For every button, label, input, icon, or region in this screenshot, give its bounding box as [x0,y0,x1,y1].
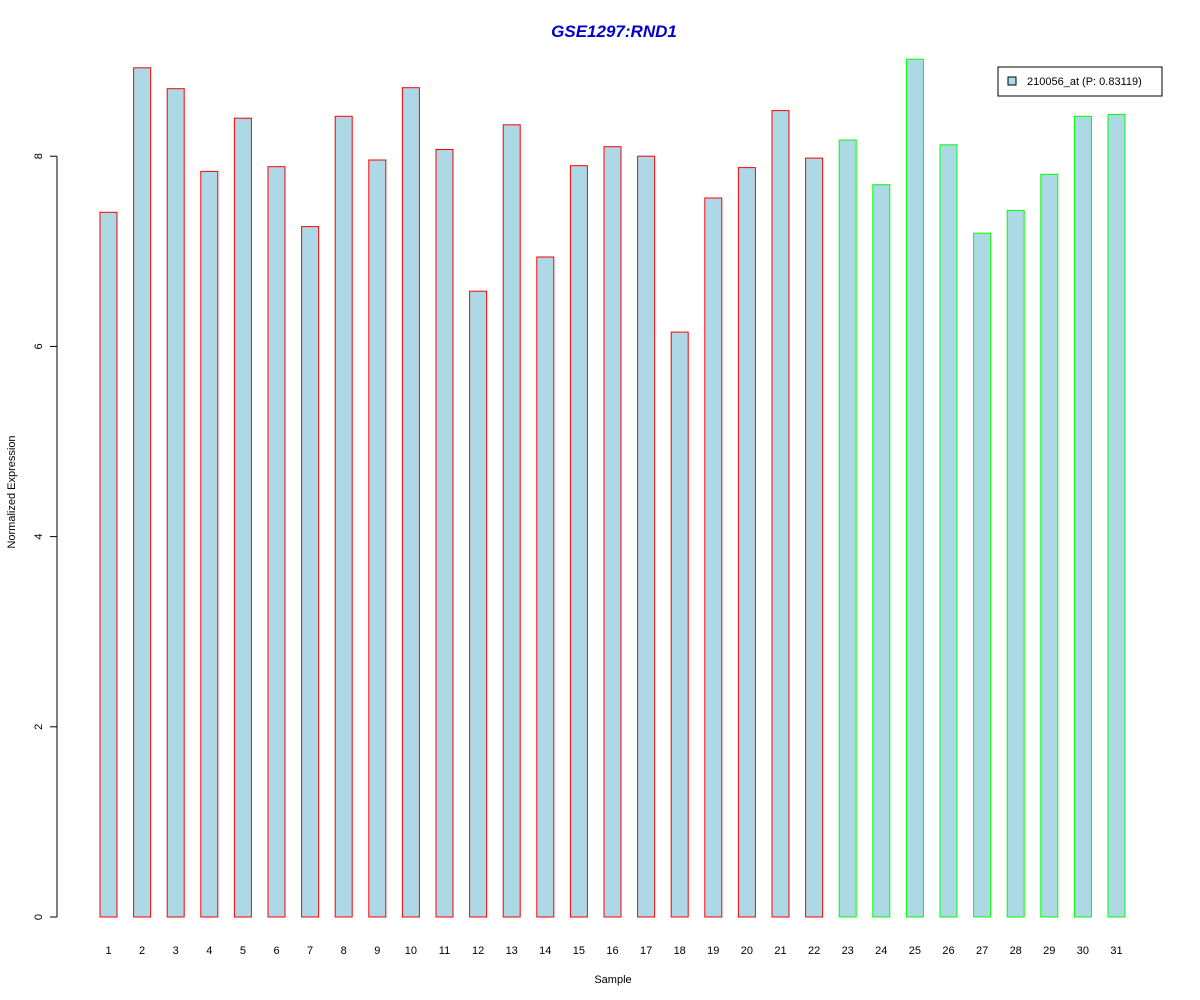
bars-group [99,58,1126,918]
bar-sample-29 [1040,173,1059,918]
bar-sample-17 [637,155,656,918]
legend: 210056_at (P: 0.83119) [997,66,1163,97]
bar-sample-12 [469,290,488,918]
x-tick-label: 8 [341,945,347,957]
bar-sample-18 [670,331,689,918]
x-tick-label: 9 [374,945,380,957]
y-axis: 0 2 4 6 8 [33,153,58,920]
legend-swatch [1007,76,1017,86]
y-tick-label: 0 [33,914,45,920]
bar-sample-24 [872,184,891,918]
bar-sample-11 [435,149,454,918]
bar-sample-15 [569,165,588,918]
y-tick-label: 2 [33,724,45,730]
bar-sample-1 [99,211,118,918]
x-axis-label: Sample [594,974,631,986]
x-tick-label: 11 [439,945,450,957]
bar-sample-14 [536,256,555,918]
bar-sample-23 [838,139,857,918]
x-tick-label: 14 [539,945,551,957]
x-tick-label: 13 [506,945,518,957]
bar-sample-25 [905,58,924,918]
y-tick-label: 8 [33,153,45,159]
y-axis-label: Normalized Expression [6,435,18,548]
x-tick-labels: 1 2 3 4 5 6 7 8 9 10 11 12 13 14 15 16 17 18 19 20 21 22 23 24 2… [105,945,1122,957]
bar-sample-8 [334,115,353,918]
x-tick-label: 6 [273,945,279,957]
bar-sample-16 [603,146,622,918]
x-tick-label: 28 [1010,945,1022,957]
x-tick-label: 27 [976,945,988,957]
x-tick-label: 24 [875,945,887,957]
bar-sample-30 [1073,115,1092,918]
bar-sample-21 [771,110,790,918]
x-tick-label: 30 [1077,945,1089,957]
x-tick-label: 1 [105,945,111,957]
x-tick-label: 22 [808,945,820,957]
bar-sample-7 [301,226,320,918]
chart-title: GSE1297:RND1 [551,22,677,41]
x-tick-label: 12 [472,945,484,957]
x-tick-label: 23 [842,945,854,957]
x-tick-label: 19 [707,945,719,957]
bar-sample-4 [200,170,219,918]
bar-sample-10 [401,87,420,918]
x-tick-label: 18 [674,945,686,957]
bar-sample-3 [166,88,185,918]
bar-sample-5 [233,117,252,918]
y-tick-label: 6 [33,343,45,349]
bar-sample-26 [939,144,958,918]
bar-sample-19 [704,197,723,918]
bar-sample-6 [267,166,286,918]
bar-sample-2 [133,67,152,918]
x-tick-label: 20 [741,945,753,957]
x-tick-label: 25 [909,945,921,957]
legend-box [997,66,1163,97]
x-tick-label: 21 [774,945,786,957]
x-tick-label: 29 [1043,945,1055,957]
bar-sample-20 [737,167,756,918]
x-tick-label: 16 [606,945,618,957]
y-tick-label: 4 [33,534,45,540]
x-tick-label: 31 [1110,945,1122,957]
bar-sample-28 [1006,209,1025,918]
x-tick-label: 3 [173,945,179,957]
x-tick-label: 10 [405,945,417,957]
x-tick-label: 2 [139,945,145,957]
x-tick-label: 15 [573,945,585,957]
legend-label: 210056_at (P: 0.83119) [1027,76,1142,88]
bar-sample-13 [502,124,521,918]
bar-sample-22 [805,157,824,918]
x-tick-label: 17 [640,945,652,957]
x-tick-label: 5 [240,945,246,957]
bar-sample-31 [1107,113,1126,918]
bar-sample-9 [368,159,387,918]
x-tick-label: 7 [307,945,313,957]
x-tick-label: 4 [206,945,212,957]
x-tick-label: 26 [942,945,954,957]
bar-sample-27 [973,232,992,918]
